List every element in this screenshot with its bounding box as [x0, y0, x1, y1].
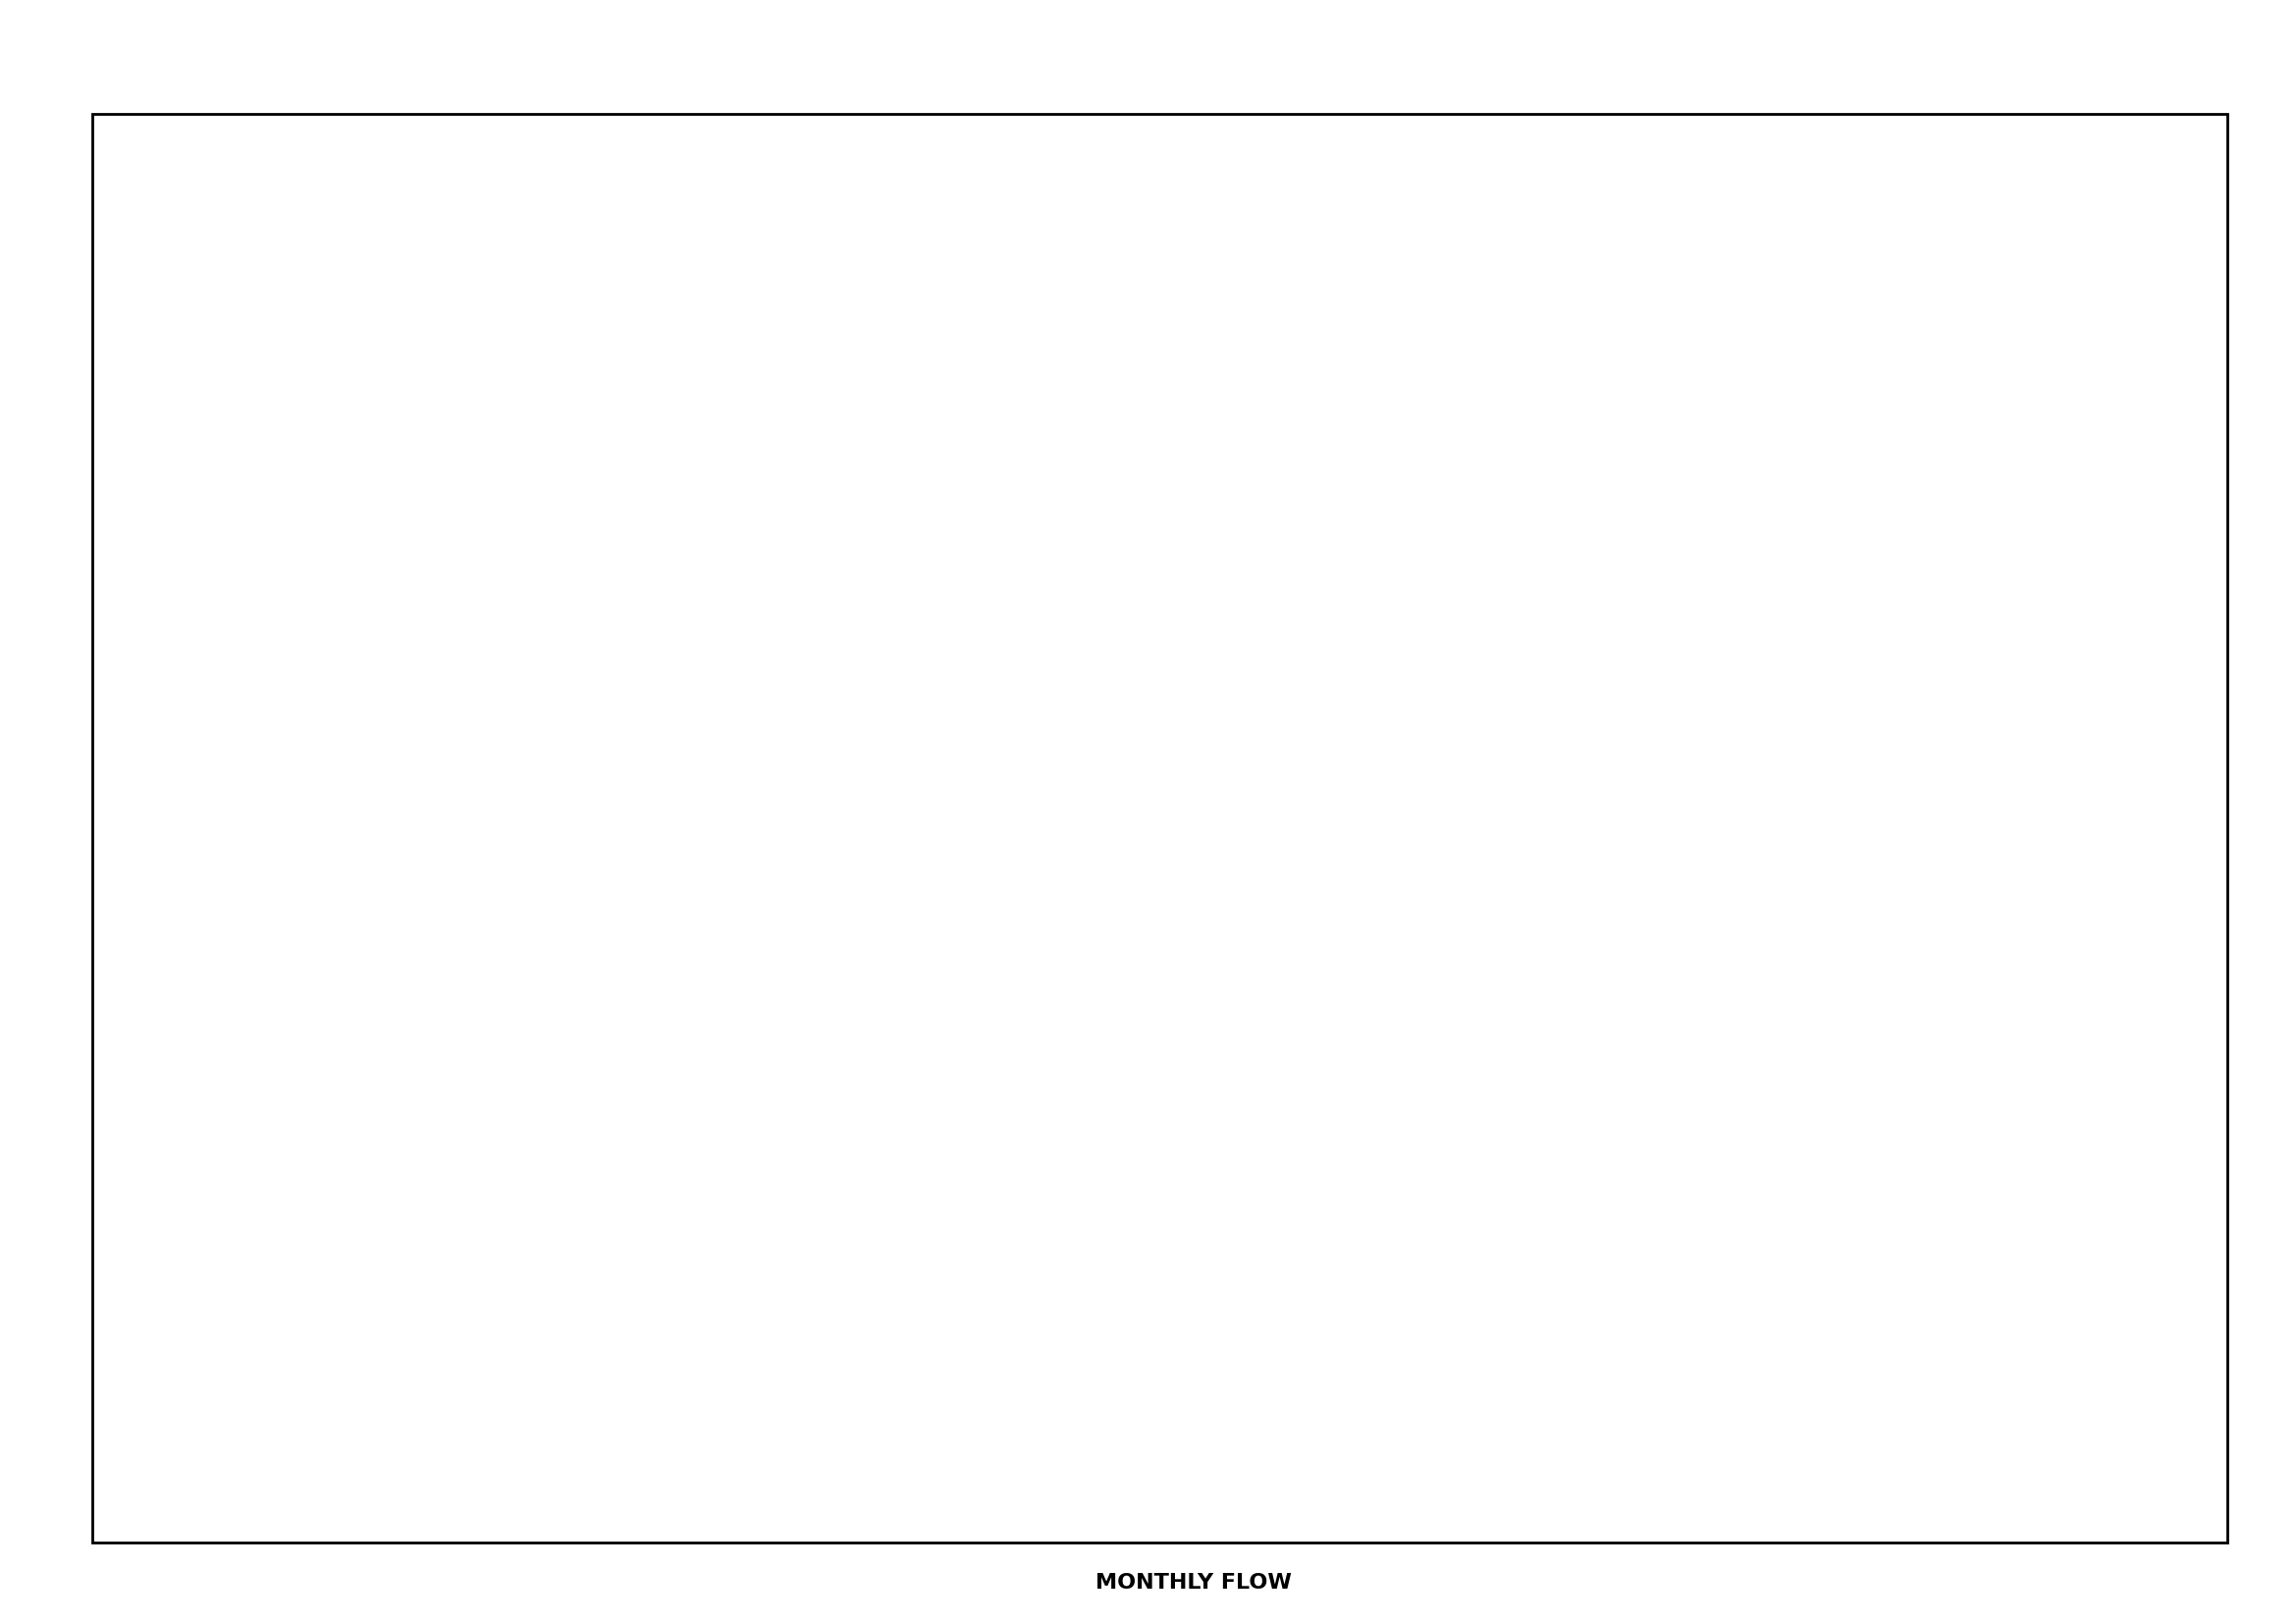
Text: 91: 91 [1800, 1466, 1818, 1481]
Bar [1759, 768, 1837, 1385]
Bar [308, 1449, 379, 1502]
Text: 163,258: 163,258 [1173, 1199, 1238, 1213]
Bar [308, 1181, 379, 1234]
Text: 120,084: 120,084 [569, 1199, 631, 1213]
Bar [308, 1270, 379, 1324]
Text: 154,437: 154,437 [974, 1288, 1035, 1302]
Text: 77: 77 [592, 1377, 611, 1392]
Text: 152,587: 152,587 [1375, 1288, 1437, 1302]
Text: 124,197: 124,197 [1779, 1288, 1841, 1302]
Bar [1460, 419, 1538, 1385]
Bar [574, 799, 652, 1385]
Bar [652, 892, 730, 1385]
Bar [872, 619, 951, 1385]
Text: 134,770: 134,770 [974, 1199, 1035, 1213]
Text: 115: 115 [990, 1377, 1017, 1392]
Y-axis label: LEVELS (P Million): LEVELS (P Million) [188, 599, 207, 781]
Text: Monthly NCA Utilized: Monthly NCA Utilized [393, 1288, 556, 1302]
Text: 99,325: 99,325 [776, 1288, 829, 1302]
Bar [797, 716, 872, 1385]
Text: 168,809: 168,809 [1779, 1199, 1841, 1213]
Text: 93: 93 [1398, 1377, 1417, 1392]
Text: 194,750: 194,750 [1577, 1199, 1639, 1213]
Bar [432, 926, 510, 1385]
Text: 81: 81 [792, 1466, 813, 1481]
Text: 84: 84 [792, 1377, 813, 1392]
Text: MONTHLY FLOW: MONTHLY FLOW [1095, 1572, 1293, 1592]
Bar [1017, 575, 1095, 1385]
Bar [354, 789, 432, 1385]
Text: 88: 88 [1398, 1466, 1417, 1481]
Text: 117,975: 117,975 [771, 1199, 833, 1213]
Text: 73: 73 [1196, 1377, 1215, 1392]
Bar [1095, 796, 1173, 1385]
Y-axis label: NCA UTILIZATION RATES (%): NCA UTILIZATION RATES (%) [2165, 551, 2183, 830]
Title: NCAs CREDITED VS NCA UTILIZATION
JANUARY-AUGUST 2015: NCAs CREDITED VS NCA UTILIZATION JANUARY… [923, 162, 1488, 222]
Text: 91: 91 [2002, 1466, 2020, 1481]
Bar [1238, 567, 1316, 1385]
Bar [1316, 628, 1394, 1385]
Text: 87: 87 [1196, 1466, 1215, 1481]
Text: 226,312: 226,312 [1577, 1288, 1639, 1302]
Bar [1979, 721, 2057, 1385]
Text: 74: 74 [1800, 1377, 1818, 1392]
Text: 140,264: 140,264 [1981, 1199, 2043, 1213]
Text: NCA Utilized / NCAs Credited - Cumulative: NCA Utilized / NCAs Credited - Cumulativ… [393, 1466, 716, 1481]
Text: 118,583: 118,583 [1173, 1288, 1238, 1302]
Text: 133,671: 133,671 [1981, 1288, 2043, 1302]
Text: Monthly NCA Credited: Monthly NCA Credited [393, 1199, 563, 1213]
Text: 93: 93 [994, 1466, 1013, 1481]
Text: 116: 116 [1593, 1377, 1623, 1392]
Bar [1538, 261, 1614, 1385]
Bar [308, 1359, 379, 1413]
Bar [1681, 547, 1759, 1385]
Text: 164,958: 164,958 [1375, 1199, 1437, 1213]
Bar [1901, 689, 1979, 1385]
Text: 94: 94 [1598, 1466, 1619, 1481]
Text: 77: 77 [592, 1466, 611, 1481]
Text: 95: 95 [2002, 1377, 2020, 1392]
Text: NCA Utilized / NCAs Credited - Flow: NCA Utilized / NCAs Credited - Flow [393, 1377, 664, 1392]
Text: 92,683: 92,683 [574, 1288, 627, 1302]
